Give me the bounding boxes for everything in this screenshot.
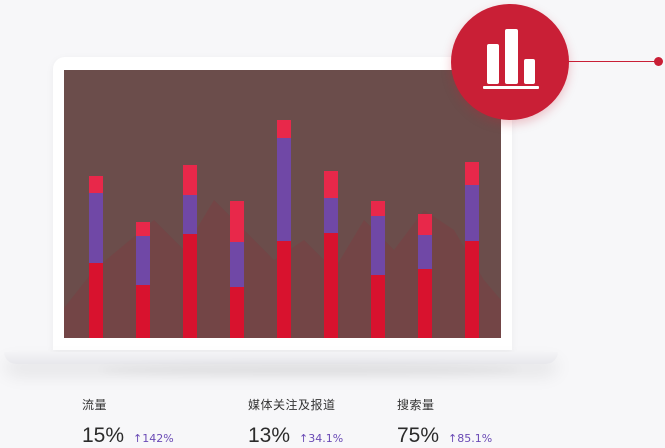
bar-chart-badge (451, 4, 569, 120)
bar-segment-2-1 (183, 195, 197, 234)
stat-traffic: 流量 15% ↑142% (82, 396, 174, 448)
stat-label: 媒体关注及报道 (248, 398, 336, 412)
stat-label: 流量 (82, 398, 108, 412)
stat-value: 13% (248, 424, 291, 447)
bar-chart-icon (483, 29, 539, 89)
bar-segment-5-1 (324, 198, 338, 233)
bar-segment-7-2 (418, 214, 432, 235)
stat-change: ↑142% (133, 432, 174, 445)
laptop-base (4, 352, 558, 364)
bar-segment-4-0 (277, 241, 291, 338)
laptop-screen (64, 70, 501, 338)
bar-segment-3-2 (230, 201, 244, 242)
bar-segment-4-2 (277, 120, 291, 138)
connector-line (568, 61, 658, 62)
bar-segment-6-2 (371, 201, 385, 216)
bar-segment-0-1 (89, 193, 103, 263)
bar-segment-1-0 (136, 285, 150, 338)
stat-value: 75% (397, 424, 440, 447)
bar-segment-0-2 (89, 176, 103, 193)
bar-segment-6-0 (371, 275, 385, 338)
bar-segment-7-0 (418, 269, 432, 338)
bar-segment-2-0 (183, 234, 197, 338)
connector-dot (654, 57, 663, 66)
bar-segment-7-1 (418, 235, 432, 269)
stat-value: 15% (82, 424, 125, 447)
bar-segment-8-2 (465, 162, 479, 185)
bar-segment-3-0 (230, 287, 244, 338)
bar-segment-4-1 (277, 138, 291, 241)
stat-change: ↑34.1% (299, 432, 344, 445)
stat-change: ↑85.1% (448, 432, 493, 445)
stat-search: 搜索量 75% ↑85.1% (397, 396, 492, 448)
laptop-shadow (100, 364, 520, 376)
bar-segment-1-1 (136, 236, 150, 285)
bar-segment-0-0 (89, 263, 103, 338)
bar-segment-2-2 (183, 165, 197, 195)
bar-segment-6-1 (371, 216, 385, 275)
bar-segment-5-0 (324, 233, 338, 338)
stat-label: 搜索量 (397, 398, 435, 412)
bar-segment-8-1 (465, 185, 479, 241)
bar-segment-3-1 (230, 242, 244, 287)
bar-segment-5-2 (324, 171, 338, 198)
stat-media: 媒体关注及报道 13% ↑34.1% (248, 396, 343, 448)
bar-segment-1-2 (136, 222, 150, 236)
stacked-bar-chart (64, 120, 501, 338)
bar-segment-8-0 (465, 241, 479, 338)
